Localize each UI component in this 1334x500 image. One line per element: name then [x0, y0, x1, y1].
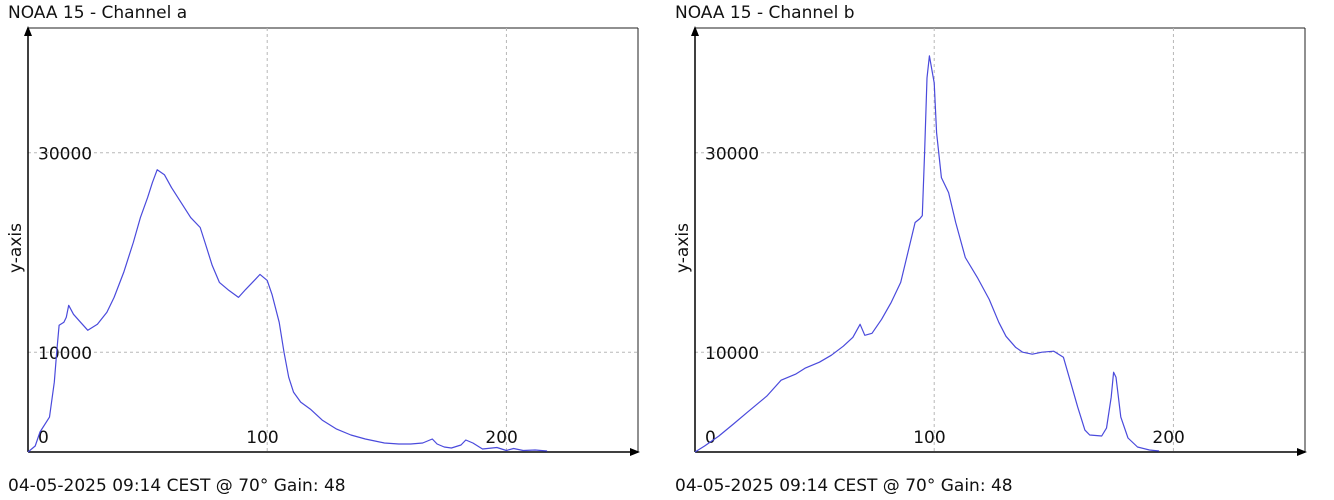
- line-chart-channel-b: 0 100 200 10000 30000 y-axis: [673, 26, 1307, 456]
- x-axis-arrow: [1297, 448, 1307, 456]
- y-tick-label: 30000: [38, 145, 92, 165]
- series-line: [27, 169, 548, 453]
- y-axis-label: y-axis: [673, 223, 693, 273]
- chart-title: NOAA 15 - Channel a: [8, 3, 188, 23]
- y-tick-label: 30000: [705, 145, 759, 165]
- y-tick-label: 10000: [38, 344, 92, 364]
- x-tick-label: 100: [913, 428, 945, 448]
- chart-panel-channel-a: NOAA 15 - Channel a 0 100 200 10000 30000 y-a…: [6, 3, 640, 496]
- x-tick-label: 200: [485, 428, 517, 448]
- y-axis-arrow: [691, 26, 699, 36]
- chart-footer: 04-05-2025 09:14 CEST @ 70° Gain: 48: [8, 476, 346, 496]
- x-axis-arrow: [630, 448, 640, 456]
- chart-footer: 04-05-2025 09:14 CEST @ 70° Gain: 48: [675, 476, 1013, 496]
- series-line: [694, 55, 1160, 453]
- x-tick-label: 0: [38, 428, 49, 448]
- chart-panel-channel-b: NOAA 15 - Channel b 0 100 200 10000 30000 y-a…: [667, 0, 1334, 500]
- y-tick-label: 10000: [705, 344, 759, 364]
- x-tick-label: 0: [705, 428, 716, 448]
- line-chart-channel-a: 0 100 200 10000 30000 y-axis: [6, 26, 640, 456]
- y-axis-label: y-axis: [6, 223, 26, 273]
- x-tick-label: 100: [246, 428, 278, 448]
- y-axis-arrow: [24, 26, 32, 36]
- x-tick-label: 200: [1152, 428, 1184, 448]
- chart-title: NOAA 15 - Channel b: [675, 3, 855, 23]
